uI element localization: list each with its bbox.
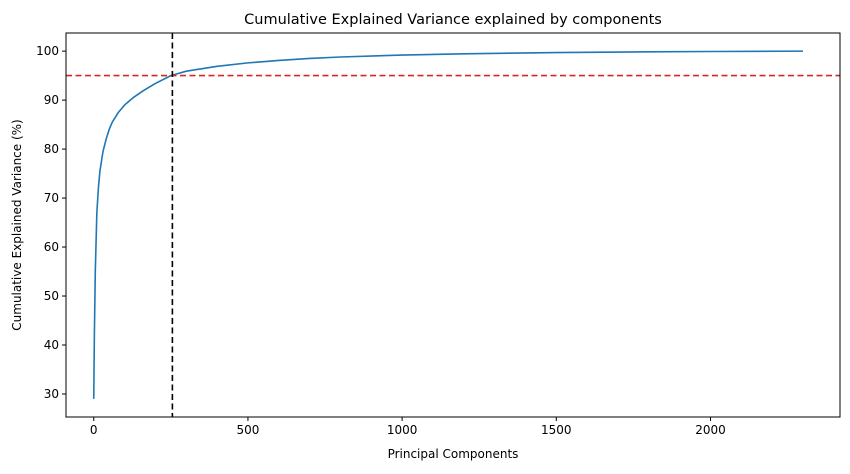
x-axis-label: Principal Components [388, 447, 519, 461]
series-line-0 [92, 50, 804, 399]
x-tick-label: 2000 [695, 423, 726, 437]
plot-area [66, 33, 840, 417]
y-tick-label: 50 [44, 289, 59, 303]
y-tick-label: 100 [36, 44, 59, 58]
x-tick-label: 500 [236, 423, 259, 437]
x-tick-label: 0 [90, 423, 98, 437]
y-tick-label: 60 [44, 240, 59, 254]
plot-frame [65, 32, 841, 418]
x-tick-label: 1500 [541, 423, 572, 437]
y-tick-label: 90 [44, 93, 59, 107]
x-tick-label: 1000 [387, 423, 418, 437]
y-tick-label: 70 [44, 191, 59, 205]
y-tick-label: 40 [44, 338, 59, 352]
y-tick-label: 80 [44, 142, 59, 156]
y-axis-label: Cumulative Explained Variance (%) [10, 119, 24, 330]
y-tick-label: 30 [44, 387, 59, 401]
chart-title: Cumulative Explained Variance explained … [244, 12, 662, 28]
